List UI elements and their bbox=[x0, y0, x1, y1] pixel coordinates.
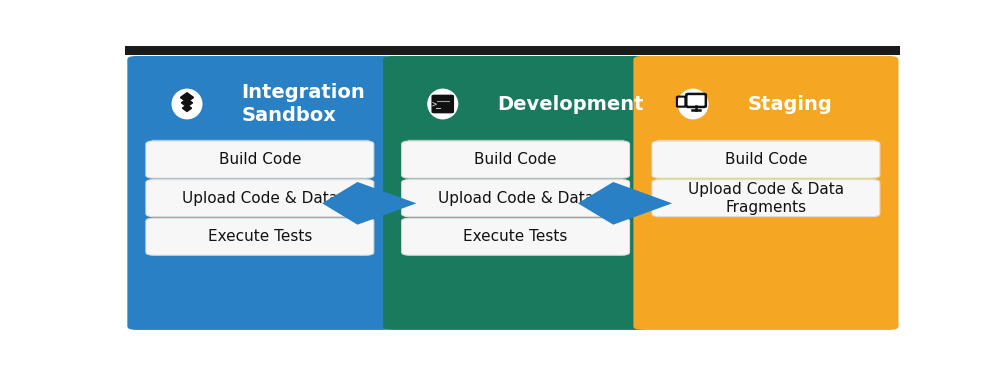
FancyBboxPatch shape bbox=[383, 56, 648, 330]
Text: Build Code: Build Code bbox=[725, 152, 807, 167]
Text: Build Code: Build Code bbox=[219, 152, 301, 167]
Polygon shape bbox=[322, 182, 416, 225]
FancyBboxPatch shape bbox=[402, 179, 630, 217]
Text: Execute Tests: Execute Tests bbox=[208, 229, 312, 244]
Text: Integration
Sandbox: Integration Sandbox bbox=[241, 83, 365, 125]
Text: Build Code: Build Code bbox=[474, 152, 557, 167]
FancyBboxPatch shape bbox=[125, 40, 900, 55]
Text: Upload Code & Data
Fragments: Upload Code & Data Fragments bbox=[688, 182, 844, 214]
FancyBboxPatch shape bbox=[431, 95, 454, 113]
FancyBboxPatch shape bbox=[652, 179, 880, 217]
FancyBboxPatch shape bbox=[690, 97, 702, 104]
Text: Execute Tests: Execute Tests bbox=[463, 229, 568, 244]
Polygon shape bbox=[182, 105, 192, 112]
Text: Development: Development bbox=[497, 94, 644, 114]
FancyBboxPatch shape bbox=[402, 218, 630, 255]
FancyBboxPatch shape bbox=[652, 141, 880, 178]
FancyBboxPatch shape bbox=[633, 56, 898, 330]
Ellipse shape bbox=[427, 89, 458, 119]
FancyBboxPatch shape bbox=[127, 56, 392, 330]
Ellipse shape bbox=[171, 89, 203, 119]
FancyBboxPatch shape bbox=[146, 179, 374, 217]
Text: Upload Code & Data: Upload Code & Data bbox=[438, 191, 594, 206]
FancyBboxPatch shape bbox=[146, 141, 374, 178]
FancyBboxPatch shape bbox=[402, 141, 630, 178]
Text: >_: >_ bbox=[432, 100, 442, 109]
Ellipse shape bbox=[678, 89, 709, 119]
Text: Staging: Staging bbox=[747, 94, 832, 114]
Polygon shape bbox=[578, 182, 672, 225]
Text: Upload Code & Data: Upload Code & Data bbox=[182, 191, 338, 206]
Polygon shape bbox=[181, 99, 193, 107]
Polygon shape bbox=[180, 93, 194, 102]
FancyBboxPatch shape bbox=[146, 218, 374, 255]
